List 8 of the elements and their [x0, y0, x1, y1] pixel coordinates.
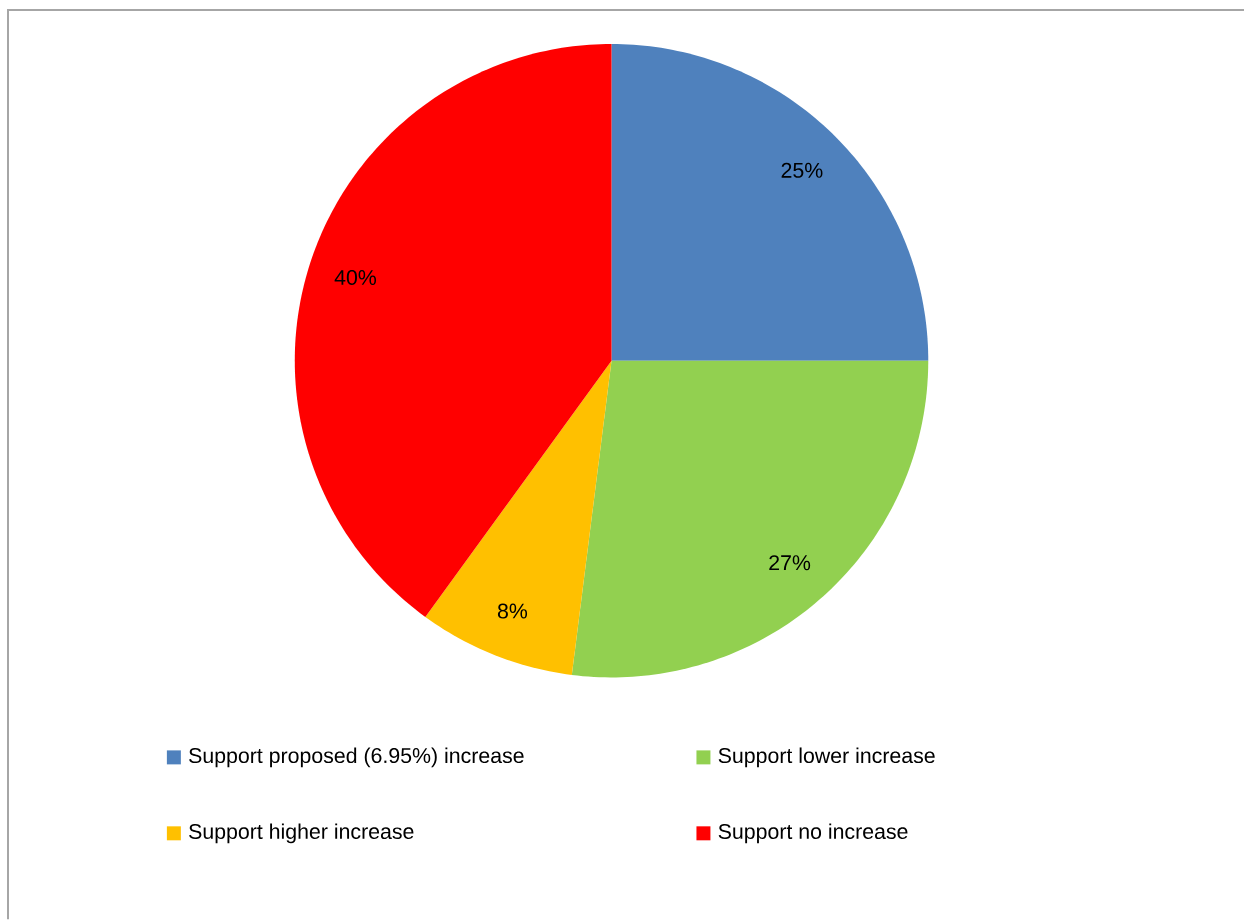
legend-label: Support higher increase — [189, 823, 414, 844]
data-label: 8% — [497, 603, 528, 619]
data-label: 40% — [334, 269, 377, 285]
legend-label: Support lower increase — [718, 747, 935, 768]
data-label: 25% — [781, 162, 823, 178]
legend-label: Support no increase — [718, 823, 908, 844]
data-label: 27% — [769, 555, 811, 571]
legend-label: Support proposed (6.95%) increase — [189, 747, 524, 768]
